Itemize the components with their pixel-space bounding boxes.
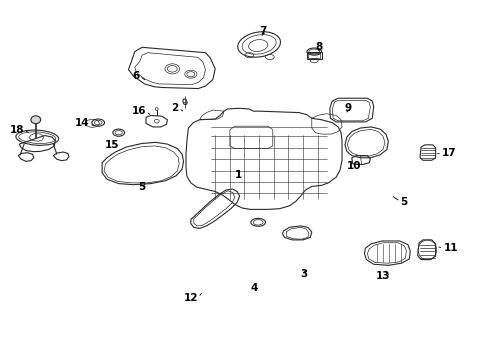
Text: 7: 7 (259, 26, 266, 36)
Text: 4: 4 (250, 283, 257, 293)
Text: 16: 16 (131, 106, 146, 116)
Text: 1: 1 (234, 170, 242, 180)
Text: 11: 11 (443, 243, 457, 253)
Text: 5: 5 (400, 197, 407, 207)
Text: 14: 14 (75, 118, 89, 128)
Text: 2: 2 (171, 103, 178, 113)
Text: 8: 8 (315, 42, 322, 52)
Text: 17: 17 (441, 148, 456, 158)
Text: 6: 6 (132, 71, 140, 81)
Text: 5: 5 (138, 182, 145, 192)
Text: 10: 10 (346, 161, 361, 171)
Text: 18: 18 (10, 125, 24, 135)
Text: 3: 3 (300, 269, 307, 279)
Ellipse shape (31, 116, 41, 124)
Text: 12: 12 (183, 293, 198, 303)
Text: 13: 13 (375, 271, 390, 281)
Text: 15: 15 (104, 140, 119, 150)
Text: 9: 9 (344, 103, 351, 113)
